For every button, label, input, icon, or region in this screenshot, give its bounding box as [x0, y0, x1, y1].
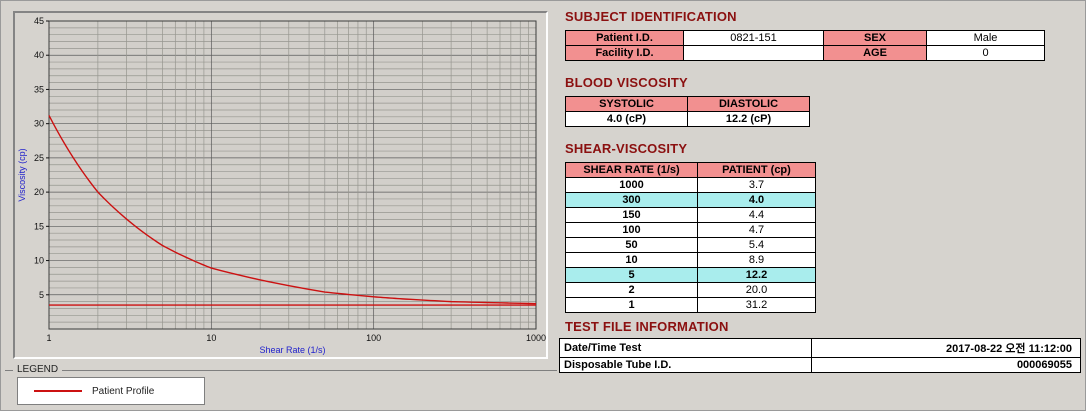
shear-rate-cell: 100 [565, 222, 698, 238]
patient-cp-cell: 4.0 [697, 192, 816, 208]
facility-id-label: Facility I.D. [565, 45, 684, 61]
shear-rate-cell: 1 [565, 297, 698, 313]
svg-text:10: 10 [34, 256, 44, 266]
shear-viscosity-body: 1000 3.7 300 4.0 150 4.4 100 4.7 50 5.4 10 8.9 5 12.2… [565, 177, 816, 313]
systolic-header: SYSTOLIC [565, 96, 688, 112]
patient-cp-cell: 8.9 [697, 252, 816, 268]
patient-cp-cell: 5.4 [697, 237, 816, 253]
legend-line-sample [34, 390, 82, 392]
svg-text:Shear Rate (1/s): Shear Rate (1/s) [259, 345, 325, 355]
blood-viscosity-table: SYSTOLIC DIASTOLIC 4.0 (cP) 12.2 (cP) [565, 96, 810, 127]
subject-identification-heading: SUBJECT IDENTIFICATION [565, 9, 737, 24]
shear-viscosity-table: SHEAR RATE (1/s) PATIENT (cp) 1000 3.7 300… [565, 162, 816, 313]
sex-value: Male [926, 30, 1045, 46]
patient-cp-header: PATIENT (cp) [697, 162, 816, 178]
table-row: Facility I.D. AGE 0 [565, 45, 1045, 61]
report-panel: SUBJECT IDENTIFICATION Patient I.D. 0821… [559, 5, 1083, 373]
shear-row: 2 20.0 [565, 282, 816, 298]
svg-text:10: 10 [206, 333, 216, 343]
svg-text:Viscosity (cp): Viscosity (cp) [17, 148, 27, 201]
viscosity-chart: 5 10 15 20 25 30 35 40 45 1 10 100 1000 Shear Rate (1… [13, 11, 548, 359]
age-label: AGE [823, 45, 927, 61]
patient-cp-cell: 12.2 [697, 267, 816, 283]
table-row: Disposable Tube I.D. 000069055 [559, 357, 1081, 373]
shear-row: 10 8.9 [565, 252, 816, 268]
shear-rate-cell: 50 [565, 237, 698, 253]
shear-viscosity-heading: SHEAR-VISCOSITY [565, 141, 688, 156]
patient-id-label: Patient I.D. [565, 30, 684, 46]
sex-label: SEX [823, 30, 927, 46]
subject-identification-table: Patient I.D. 0821-151 SEX Male Facility … [565, 30, 1045, 61]
test-file-heading: TEST FILE INFORMATION [565, 319, 729, 334]
svg-text:100: 100 [366, 333, 381, 343]
shear-rate-cell: 150 [565, 207, 698, 223]
patient-cp-cell: 20.0 [697, 282, 816, 298]
shear-row: 1 31.2 [565, 297, 816, 313]
legend-title: LEGEND [13, 364, 63, 375]
tube-id-label: Disposable Tube I.D. [559, 357, 812, 373]
table-row: SHEAR RATE (1/s) PATIENT (cp) [565, 162, 816, 178]
legend-box: Patient Profile [17, 377, 205, 405]
legend-group: LEGEND Patient Profile [5, 364, 557, 408]
chart-canvas: 5 10 15 20 25 30 35 40 45 1 10 100 1000 Shear Rate (1… [15, 13, 546, 357]
table-row: Date/Time Test 2017-08-22 오전 11:12:00 [559, 338, 1081, 358]
table-row: SYSTOLIC DIASTOLIC [565, 96, 810, 112]
legend-entry-label: Patient Profile [92, 385, 155, 397]
svg-text:1000: 1000 [526, 333, 546, 343]
svg-text:5: 5 [39, 290, 44, 300]
shear-row: 5 12.2 [565, 267, 816, 283]
test-file-table: Date/Time Test 2017-08-22 오전 11:12:00 Di… [559, 338, 1081, 373]
shear-rate-cell: 2 [565, 282, 698, 298]
svg-text:30: 30 [34, 119, 44, 129]
diastolic-value: 12.2 (cP) [687, 111, 810, 127]
svg-text:45: 45 [34, 16, 44, 26]
svg-text:35: 35 [34, 84, 44, 94]
patient-cp-cell: 4.7 [697, 222, 816, 238]
svg-text:20: 20 [34, 187, 44, 197]
table-row: Patient I.D. 0821-151 SEX Male [565, 30, 1045, 46]
patient-id-value: 0821-151 [683, 30, 824, 46]
patient-cp-cell: 4.4 [697, 207, 816, 223]
shear-rate-header: SHEAR RATE (1/s) [565, 162, 698, 178]
patient-cp-cell: 31.2 [697, 297, 816, 313]
shear-row: 300 4.0 [565, 192, 816, 208]
shear-row: 100 4.7 [565, 222, 816, 238]
svg-text:15: 15 [34, 221, 44, 231]
svg-text:40: 40 [34, 50, 44, 60]
tube-id-value: 000069055 [811, 357, 1081, 373]
facility-id-value [683, 45, 824, 61]
svg-text:25: 25 [34, 153, 44, 163]
shear-rate-cell: 300 [565, 192, 698, 208]
date-time-label: Date/Time Test [559, 338, 812, 358]
shear-row: 150 4.4 [565, 207, 816, 223]
shear-row: 50 5.4 [565, 237, 816, 253]
systolic-value: 4.0 (cP) [565, 111, 688, 127]
table-row: 4.0 (cP) 12.2 (cP) [565, 111, 810, 127]
shear-rate-cell: 1000 [565, 177, 698, 193]
shear-row: 1000 3.7 [565, 177, 816, 193]
patient-cp-cell: 3.7 [697, 177, 816, 193]
blood-viscosity-heading: BLOOD VISCOSITY [565, 75, 688, 90]
svg-text:1: 1 [46, 333, 51, 343]
shear-rate-cell: 5 [565, 267, 698, 283]
date-time-value: 2017-08-22 오전 11:12:00 [811, 338, 1081, 358]
diastolic-header: DIASTOLIC [687, 96, 810, 112]
age-value: 0 [926, 45, 1045, 61]
shear-rate-cell: 10 [565, 252, 698, 268]
